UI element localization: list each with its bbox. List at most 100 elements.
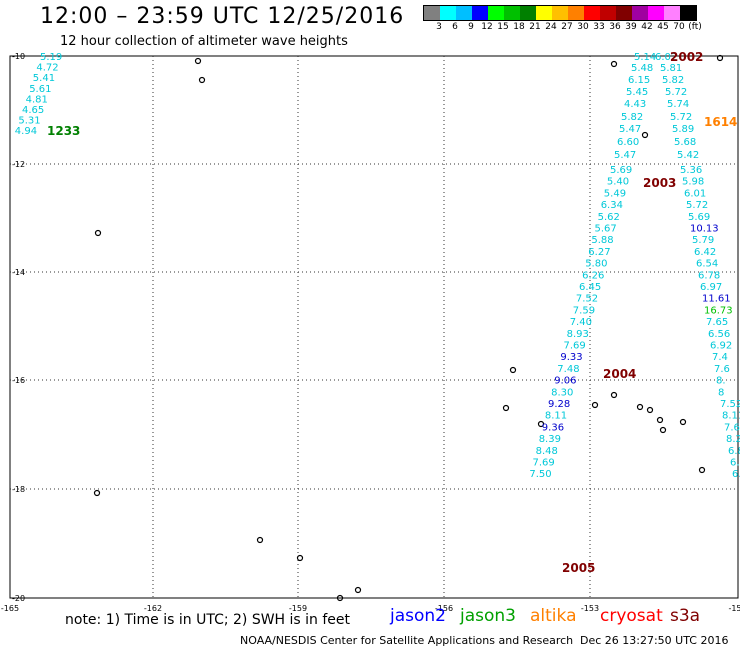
swh-value: 11.61 — [702, 294, 731, 305]
y-tick-label: -16 — [12, 376, 25, 385]
map-title: 12:00 – 23:59 UTC 12/25/2016 — [40, 4, 405, 29]
legend-swatch — [472, 6, 488, 20]
swh-value: 8 — [718, 387, 724, 398]
swh-value: 5.41 — [33, 73, 55, 84]
swh-value: 8.30 — [551, 387, 573, 398]
x-tick-label: -159 — [289, 604, 307, 613]
swh-value: 6.60 — [617, 137, 639, 148]
swh-value: 7.4 — [712, 352, 728, 363]
island-outline — [354, 586, 362, 594]
satellite-name: s3a — [670, 606, 701, 626]
y-tick-label: -18 — [12, 485, 25, 494]
swh-value: 8.22 — [726, 434, 740, 445]
color-legend — [423, 5, 697, 21]
swh-value: 16.73 — [704, 305, 733, 316]
legend-swatch — [648, 6, 664, 20]
swh-value: 6.82 — [730, 458, 740, 469]
pass-time-label: 2002 — [670, 50, 703, 64]
legend-label: 30 — [577, 22, 589, 32]
swh-value: 5.98 — [682, 177, 704, 188]
swh-value: 5.72 — [670, 112, 692, 123]
y-tick-label: -20 — [12, 594, 25, 603]
swh-value: 5.88 — [591, 235, 613, 246]
island-outline — [194, 57, 202, 65]
island-outline — [93, 489, 101, 497]
legend-swatch — [424, 6, 440, 20]
island-outline — [641, 131, 649, 139]
legend-swatch — [520, 6, 536, 20]
x-tick-label: -156 — [435, 604, 453, 613]
swh-value: 7.52 — [720, 399, 740, 410]
island-outline — [610, 391, 618, 399]
legend-swatch — [456, 6, 472, 20]
island-outline — [502, 404, 510, 412]
legend-label: 15 — [497, 22, 509, 32]
x-tick-label: -165 — [1, 604, 19, 613]
island-outline — [336, 594, 344, 602]
y-tick-label: -12 — [12, 160, 25, 169]
island-outline — [646, 406, 654, 414]
swh-value: 8.93 — [567, 329, 589, 340]
swh-value: 6.54 — [696, 259, 718, 270]
map-frame — [9, 55, 739, 599]
legend-label: 3 — [436, 22, 442, 32]
island-outline — [296, 554, 304, 562]
island-outline — [659, 426, 667, 434]
legend-label: 9 — [468, 22, 474, 32]
legend-label: 45 — [657, 22, 669, 32]
legend-label: 27 — [561, 22, 573, 32]
pass-time-label: 1614 — [704, 115, 737, 129]
swh-value: 6.01 — [684, 188, 706, 199]
pass-time-label: 1233 — [47, 124, 80, 138]
island-outline — [610, 60, 618, 68]
swh-value: 5.72 — [665, 87, 687, 98]
swh-value: 5.89 — [672, 124, 694, 135]
legend-swatch — [600, 6, 616, 20]
legend-swatch — [664, 6, 680, 20]
legend-label: 36 — [609, 22, 621, 32]
swh-value: 6.56 — [708, 329, 730, 340]
swh-value: 5.61 — [29, 84, 51, 95]
pass-time-label: 2003 — [643, 176, 676, 190]
legend-label: 39 — [625, 22, 637, 32]
swh-value: 7.59 — [573, 305, 595, 316]
y-tick-label: -10 — [12, 52, 25, 61]
swh-value: 9.06 — [554, 376, 576, 387]
swh-value: 5.81 — [660, 63, 682, 74]
legend-swatch — [632, 6, 648, 20]
legend-label: 42 — [641, 22, 653, 32]
swh-value: 5.79 — [692, 235, 714, 246]
swh-value: 7.6 — [714, 364, 730, 375]
swh-value: 7.65 — [706, 317, 728, 328]
island-outline — [656, 416, 664, 424]
legend-label: 18 — [513, 22, 525, 32]
swh-value: 8. — [716, 376, 726, 387]
island-outline — [636, 403, 644, 411]
swh-value: 5.40 — [607, 177, 629, 188]
swh-value: 6.26 — [582, 270, 604, 281]
legend-swatch — [504, 6, 520, 20]
legend-label: 6 — [452, 22, 458, 32]
credit-text: NOAA/NESDIS Center for Satellite Applica… — [240, 634, 574, 647]
island-outline — [679, 418, 687, 426]
legend-swatch — [680, 6, 696, 20]
map-subtitle: 12 hour collection of altimeter wave hei… — [60, 34, 348, 49]
swh-value: 7.48 — [557, 364, 579, 375]
pass-time-label: 2004 — [603, 367, 636, 381]
legend-swatch — [584, 6, 600, 20]
swh-value: 5.69 — [610, 165, 632, 176]
y-tick-label: -14 — [12, 268, 25, 277]
swh-value: 5.82 — [621, 112, 643, 123]
swh-value: 7.50 — [529, 469, 551, 480]
swh-value: 7.40 — [570, 317, 592, 328]
swh-value: 4.94 — [15, 126, 37, 137]
island-outline — [94, 229, 102, 237]
swh-value: 6.42 — [694, 247, 716, 258]
island-outline — [537, 420, 545, 428]
swh-value: 4.81 — [26, 94, 48, 105]
swh-value: 5.47 — [614, 150, 636, 161]
swh-value: 5.82 — [662, 75, 684, 86]
legend-label: 70 — [673, 22, 685, 32]
x-tick-label: -15 — [728, 604, 740, 613]
